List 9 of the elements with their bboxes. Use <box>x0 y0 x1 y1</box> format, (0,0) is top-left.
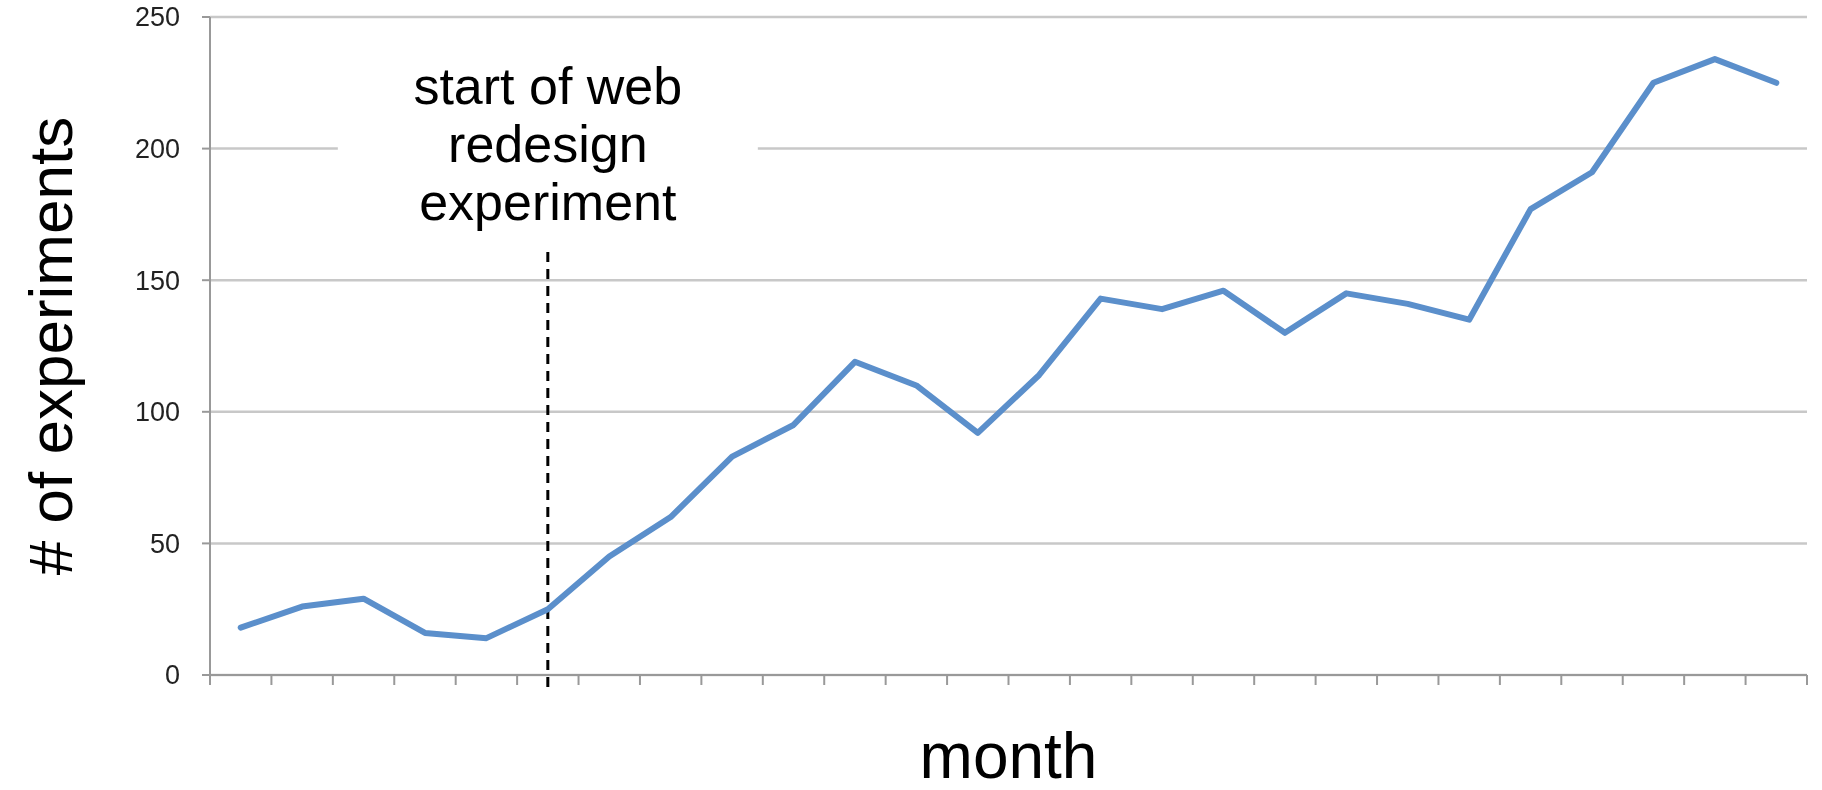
y-tick-label: 0 <box>164 660 180 691</box>
y-tick-label: 50 <box>149 528 180 559</box>
x-axis-title: month <box>919 720 1098 790</box>
y-axis-title: # of experiments <box>16 116 85 576</box>
annotation: start of web redesign experiment <box>413 57 683 231</box>
y-tick-label: 100 <box>134 397 180 428</box>
y-tick-label: 200 <box>134 134 180 165</box>
y-tick-label: 150 <box>134 265 180 296</box>
y-tick-label: 250 <box>134 2 180 33</box>
